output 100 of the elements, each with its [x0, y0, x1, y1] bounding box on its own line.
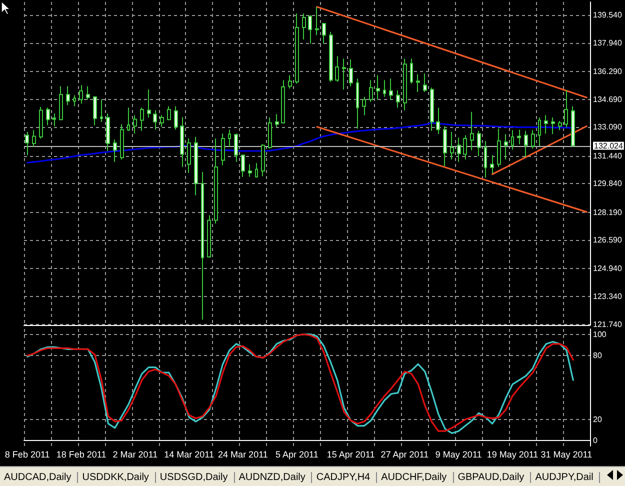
- candlestick: [369, 80, 373, 102]
- text: AUDJPY,Dail: [531, 472, 600, 482]
- candlestick: [207, 214, 211, 258]
- candlestick: [308, 14, 312, 44]
- candlestick: [52, 112, 56, 127]
- candlestick: [356, 78, 359, 130]
- candlestick: [329, 31, 333, 82]
- candlestick: [470, 111, 474, 151]
- candlestick: [228, 129, 231, 148]
- candlestick: [511, 130, 514, 150]
- candlestick: [463, 134, 467, 160]
- candlestick: [396, 90, 400, 108]
- y-tick-label: 100: [593, 330, 607, 339]
- candlestick: [403, 58, 407, 111]
- candlestick: [113, 139, 117, 162]
- candlestick: [544, 114, 548, 134]
- y-tick-label: 0: [593, 436, 598, 446]
- candlestick: [221, 133, 225, 166]
- candlestick: [410, 58, 413, 84]
- candlestick: [315, 6, 319, 36]
- candlestick: [383, 80, 386, 98]
- text: USDSGD,Daily: [156, 472, 235, 482]
- candlestick: [275, 114, 279, 128]
- candlestick: [241, 154, 245, 178]
- y-tick-label: 136.290: [593, 67, 622, 76]
- candlestick: [531, 130, 535, 150]
- candlestick: [497, 128, 501, 168]
- candlestick: [147, 89, 151, 118]
- x-tick-label: 8 Feb 2011: [4, 450, 50, 460]
- text: AUDCHF,Daily: [377, 472, 454, 482]
- y-tick-label: 20: [593, 414, 602, 424]
- candlestick: [167, 106, 171, 121]
- candlestick: [490, 154, 494, 174]
- candlestick: [194, 136, 198, 196]
- candlestick: [187, 138, 191, 174]
- candlestick: [538, 116, 541, 147]
- text: AUDCAD,Daily: [0, 472, 78, 482]
- text: GBPAUD,Daily: [454, 472, 532, 482]
- x-tick-label: 18 Feb 2011: [56, 450, 106, 460]
- candlestick: [79, 84, 83, 104]
- candlestick: [416, 74, 420, 92]
- line-series: [26, 122, 574, 164]
- candlestick: [25, 131, 29, 156]
- candlestick: [261, 144, 265, 177]
- x-tick-label: 19 May 2011: [486, 450, 538, 460]
- candlestick: [477, 130, 481, 157]
- candlestick: [295, 12, 299, 84]
- candlestick: [120, 124, 124, 160]
- y-tick-label: 137.940: [593, 38, 622, 48]
- candlestick: [389, 78, 393, 100]
- text: CADJPY,H4: [312, 472, 378, 482]
- candlestick: [571, 106, 575, 147]
- candlestick: [457, 137, 461, 162]
- candlestick: [248, 164, 252, 178]
- candlestick: [32, 130, 36, 148]
- candlestick: [484, 140, 487, 178]
- x-tick-label: 2 Mar 2011: [112, 450, 158, 460]
- candlestick: [100, 99, 103, 122]
- candlestick: [322, 22, 326, 44]
- candlestick: [93, 96, 97, 126]
- candlestick: [551, 116, 555, 135]
- candlestick: [46, 107, 50, 126]
- y-tick-label: 121.740: [593, 320, 622, 329]
- y-tick-label: 128.190: [593, 208, 622, 217]
- candlestick: [362, 96, 366, 116]
- candlestick: [302, 12, 306, 40]
- candlestick: [335, 56, 339, 82]
- candlestick: [201, 171, 204, 320]
- x-tick-label: 5 Apr 2011: [275, 450, 318, 460]
- candlestick: [86, 86, 90, 100]
- text: AUDNZD,Daily: [234, 472, 312, 482]
- candlestick: [443, 126, 447, 167]
- candlestick: [160, 114, 164, 128]
- candlestick: [524, 130, 528, 158]
- y-tick-label: 133.090: [593, 122, 622, 132]
- candlestick: [180, 116, 184, 168]
- candlestick: [73, 94, 76, 107]
- text: USDDKK,Daily: [78, 472, 156, 482]
- candlestick: [450, 131, 454, 160]
- y-tick-label: 80: [593, 351, 602, 360]
- candlestick: [214, 138, 218, 224]
- candlestick: [564, 90, 568, 128]
- candlestick: [66, 86, 70, 106]
- x-tick-label: 9 May 2011: [435, 450, 482, 460]
- candlestick: [234, 133, 238, 162]
- x-tick-label: 14 Mar 2011: [164, 450, 214, 460]
- candlestick: [127, 107, 130, 132]
- candlestick: [430, 87, 434, 132]
- ref-line-label: 132.024: [594, 141, 624, 150]
- x-tick-label: 31 May 2011: [540, 450, 592, 460]
- candlestick: [140, 107, 144, 132]
- y-tick-label: 134.690: [593, 94, 622, 104]
- candlestick: [504, 134, 508, 160]
- candlestick: [174, 106, 178, 130]
- y-tick-label: 131.440: [593, 151, 622, 160]
- candlestick: [517, 129, 521, 145]
- x-tick-label: 27 Apr 2011: [380, 450, 429, 460]
- candlestick: [133, 114, 137, 134]
- candlestick: [106, 112, 110, 152]
- y-tick-label: 129.840: [593, 179, 622, 188]
